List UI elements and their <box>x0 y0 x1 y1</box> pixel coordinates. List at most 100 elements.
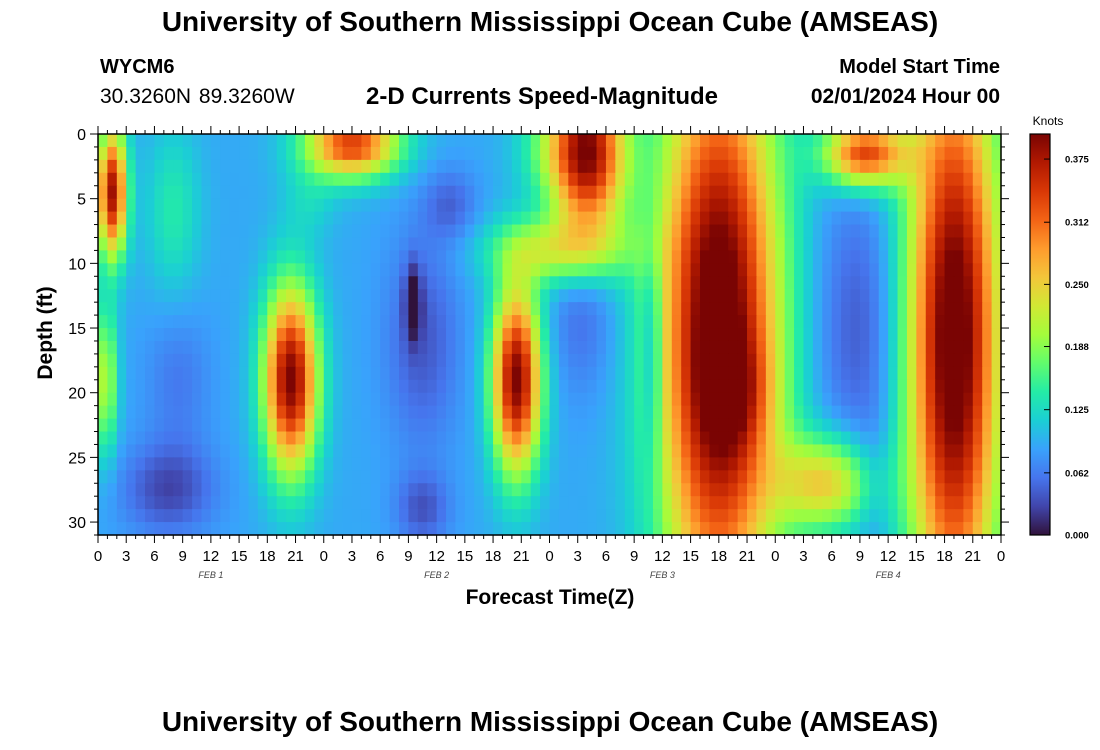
heatmap-cell <box>916 457 927 471</box>
heatmap-cell <box>615 146 626 161</box>
heatmap-cell <box>681 276 692 290</box>
heatmap-cell <box>747 185 758 200</box>
heatmap-cell <box>587 340 598 355</box>
heatmap-cell <box>446 496 457 510</box>
heatmap-cell <box>239 289 250 303</box>
heatmap-cell <box>511 444 522 458</box>
heatmap-cell <box>587 431 598 446</box>
heatmap-cell <box>605 276 616 290</box>
heatmap-cell <box>878 405 889 420</box>
heatmap-cell <box>869 134 880 148</box>
heatmap-cell <box>229 353 240 368</box>
heatmap-cell <box>220 483 231 497</box>
heatmap-cell <box>229 289 240 303</box>
heatmap-cell <box>935 353 946 368</box>
heatmap-cell <box>794 185 805 200</box>
heatmap-cell <box>906 250 917 264</box>
heatmap-cell <box>822 405 833 420</box>
heatmap-cell <box>98 289 109 303</box>
heatmap-cell <box>154 470 165 484</box>
heatmap-cell <box>944 185 955 200</box>
heatmap-cell <box>615 379 626 394</box>
heatmap-cell <box>107 302 118 316</box>
heatmap-cell <box>869 146 880 161</box>
heatmap-cell <box>747 289 758 303</box>
heatmap-cell <box>192 431 203 446</box>
heatmap-cell <box>126 172 137 187</box>
heatmap-cell <box>370 418 381 433</box>
heatmap-cell <box>286 198 297 213</box>
heatmap-cell <box>652 392 663 407</box>
heatmap-cell <box>540 509 551 523</box>
heatmap-cell <box>728 444 739 458</box>
heatmap-cell <box>474 250 485 264</box>
heatmap-cell <box>775 315 786 329</box>
heatmap-cell <box>803 237 814 252</box>
heatmap-cell <box>634 250 645 264</box>
heatmap-cell <box>982 134 993 148</box>
heatmap-cell <box>587 509 598 523</box>
heatmap-cell <box>474 353 485 368</box>
heatmap-cell <box>906 522 917 536</box>
heatmap-cell <box>436 289 447 303</box>
heatmap-cell <box>916 302 927 316</box>
heatmap-cell <box>98 418 109 433</box>
heatmap-cell <box>558 263 569 277</box>
heatmap-cell <box>474 159 485 174</box>
heatmap-cell <box>474 392 485 407</box>
heatmap-cell <box>794 315 805 329</box>
heatmap-cell <box>154 224 165 239</box>
heatmap-cell <box>605 457 616 471</box>
heatmap-cell <box>276 250 287 264</box>
heatmap-cell <box>408 457 419 471</box>
heatmap-cell <box>257 483 268 497</box>
heatmap-cell <box>408 134 419 148</box>
heatmap-cell <box>98 172 109 187</box>
heatmap-cell <box>794 211 805 226</box>
heatmap-cell <box>229 444 240 458</box>
heatmap-cell <box>304 237 315 252</box>
heatmap-cell <box>803 289 814 303</box>
heatmap-cell <box>323 496 334 510</box>
heatmap-cell <box>267 237 278 252</box>
heatmap-cell <box>794 276 805 290</box>
heatmap-cell <box>671 353 682 368</box>
heatmap-cell <box>502 250 513 264</box>
heatmap-cell <box>709 250 720 264</box>
heatmap-cell <box>765 224 776 239</box>
heatmap-cell <box>239 418 250 433</box>
heatmap-cell <box>869 263 880 277</box>
heatmap-cell <box>812 353 823 368</box>
heatmap-cell <box>286 418 297 433</box>
heatmap-cell <box>163 276 174 290</box>
heatmap-cell <box>737 289 748 303</box>
heatmap-cell <box>239 159 250 174</box>
heatmap-cell <box>652 276 663 290</box>
heatmap-cell <box>286 379 297 394</box>
heatmap-cell <box>502 379 513 394</box>
heatmap-cell <box>906 444 917 458</box>
heatmap-cell <box>154 276 165 290</box>
heatmap-cell <box>229 198 240 213</box>
station-coordinates: 30.3260N 89.3260W <box>100 85 295 108</box>
heatmap-cell <box>784 224 795 239</box>
x-tick-label: 9 <box>630 548 638 565</box>
heatmap-cell <box>615 522 626 536</box>
heatmap-cell <box>596 444 607 458</box>
heatmap-cell <box>116 315 127 329</box>
heatmap-cell <box>577 289 588 303</box>
heatmap-cell <box>718 496 729 510</box>
x-tick-label: 6 <box>376 548 384 565</box>
heatmap-cell <box>502 483 513 497</box>
heatmap-cell <box>342 483 353 497</box>
heatmap-cell <box>145 457 156 471</box>
heatmap-cell <box>558 211 569 226</box>
heatmap-cell <box>841 289 852 303</box>
heatmap-cell <box>803 405 814 420</box>
heatmap-cell <box>850 444 861 458</box>
x-tick-label: 6 <box>828 548 836 565</box>
heatmap-cell <box>906 509 917 523</box>
heatmap-cell <box>662 224 673 239</box>
heatmap-cell <box>935 457 946 471</box>
heatmap-cell <box>897 302 908 316</box>
